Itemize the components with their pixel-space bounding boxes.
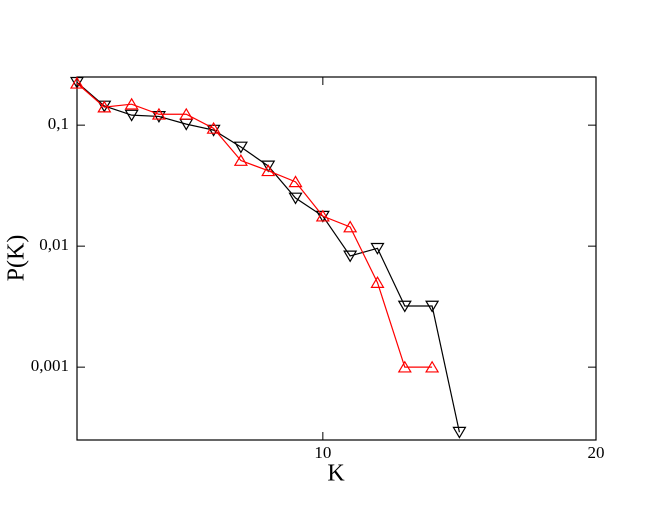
y-axis-label: P(K) bbox=[4, 235, 30, 282]
marker bbox=[233, 153, 248, 166]
marker bbox=[206, 121, 221, 134]
marker bbox=[343, 220, 358, 233]
marker bbox=[261, 164, 276, 177]
marker bbox=[179, 107, 194, 120]
marker bbox=[370, 242, 385, 255]
marker bbox=[288, 175, 303, 188]
marker bbox=[397, 300, 412, 313]
marker bbox=[452, 426, 467, 439]
y-tick-label: 0,01 bbox=[39, 235, 69, 254]
marker bbox=[261, 160, 276, 173]
marker bbox=[206, 124, 221, 137]
marker bbox=[69, 76, 85, 89]
marker bbox=[288, 192, 303, 205]
marker bbox=[425, 360, 440, 373]
marker bbox=[151, 111, 166, 124]
x-tick-label: 20 bbox=[588, 443, 605, 462]
y-tick-label: 0,001 bbox=[31, 356, 69, 375]
marker bbox=[97, 100, 112, 113]
marker bbox=[397, 360, 412, 373]
y-tick-label: 0,1 bbox=[48, 114, 69, 133]
marker bbox=[124, 109, 139, 122]
marker bbox=[151, 107, 166, 120]
marker bbox=[425, 300, 440, 313]
marker bbox=[343, 250, 358, 263]
marker bbox=[315, 209, 330, 222]
x-axis-label: K bbox=[327, 461, 345, 487]
series-line bbox=[76, 82, 433, 368]
marker bbox=[370, 275, 385, 288]
x-tick-label: 10 bbox=[314, 443, 331, 462]
plot-frame bbox=[76, 76, 597, 441]
marker bbox=[233, 141, 248, 154]
series-line bbox=[76, 81, 461, 433]
marker bbox=[124, 97, 139, 110]
